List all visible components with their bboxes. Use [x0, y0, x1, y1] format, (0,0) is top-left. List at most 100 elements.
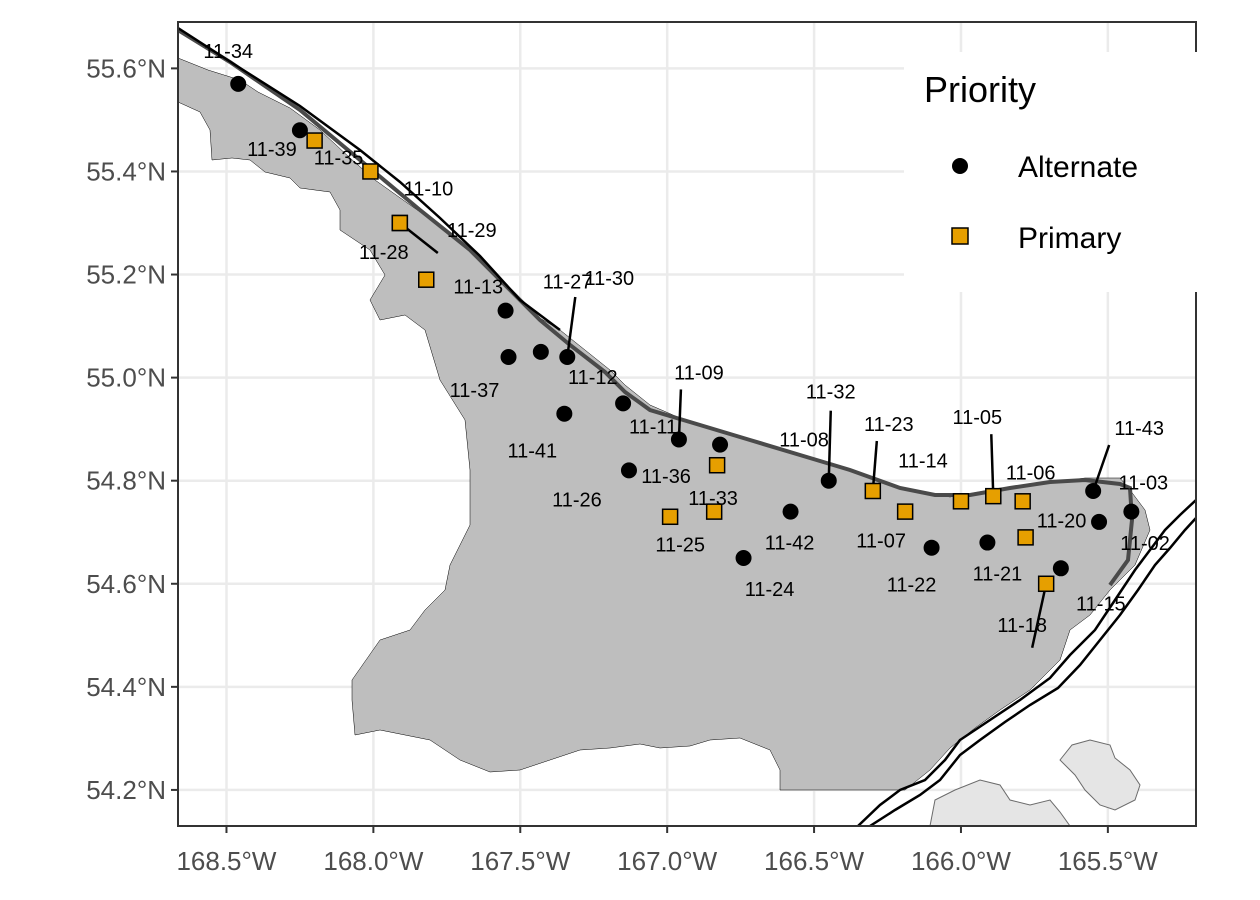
station-point-alternate — [556, 405, 573, 422]
station-point-alternate — [1085, 483, 1102, 499]
station-point-alternate — [1123, 503, 1140, 520]
station-point-primary — [1017, 529, 1034, 546]
station-label: 11-15 — [1076, 593, 1126, 615]
y-tick-label: 54.4°N — [86, 672, 166, 702]
station-label: 11-43 — [1114, 418, 1164, 440]
legend: Priority Alternate Primary — [904, 52, 1198, 292]
station-point-primary — [864, 482, 882, 500]
station-label: 11-26 — [552, 489, 602, 511]
x-tick-label: 165.5°W — [1058, 846, 1158, 876]
station-point-alternate — [712, 436, 729, 453]
station-point-primary — [362, 163, 379, 180]
x-tick-label: 166.0°W — [911, 846, 1011, 876]
leader-line — [827, 410, 833, 481]
panel-border — [177, 21, 1197, 827]
station-label: 11-02 — [1120, 533, 1170, 555]
station-label: 11-21 — [973, 564, 1023, 586]
station-point-primary — [708, 456, 726, 474]
station-point-alternate — [1091, 513, 1108, 530]
y-tick-label: 54.8°N — [86, 466, 166, 496]
station-label: 11-06 — [1006, 462, 1056, 484]
y-tick-label: 55.6°N — [86, 53, 166, 83]
leader-line — [566, 296, 577, 358]
station-point-alternate — [620, 462, 637, 479]
station-point-alternate — [782, 503, 799, 520]
legend-key-alternate — [952, 158, 968, 174]
station-point-primary — [985, 487, 1002, 505]
x-tick-label: 168.5°W — [176, 846, 276, 876]
station-label: 11-14 — [898, 450, 948, 472]
station-label: 11-11 — [629, 416, 677, 438]
station-point-primary — [661, 508, 679, 526]
y-tick-label: 55.4°N — [86, 156, 166, 186]
station-point-alternate — [230, 75, 247, 92]
y-tick-label: 54.2°N — [86, 775, 166, 805]
station-label: 11-12 — [568, 367, 618, 389]
coastline-2 — [869, 517, 1196, 826]
station-label: 11-23 — [864, 414, 914, 436]
station-label: 11-34 — [203, 41, 253, 63]
station-point-alternate — [923, 539, 940, 556]
x-tick-label: 167.5°W — [470, 846, 570, 876]
x-tick-label: 166.5°W — [764, 846, 864, 876]
station-label: 11-03 — [1119, 473, 1169, 495]
station-point-alternate — [670, 431, 687, 448]
station-point-alternate — [500, 349, 517, 365]
station-label: 11-09 — [674, 362, 724, 384]
island-1 — [929, 779, 1071, 826]
legend-key-primary — [951, 227, 969, 245]
station-point-primary — [705, 503, 723, 520]
outer-boundary-line — [178, 26, 561, 331]
station-label: 11-41 — [508, 441, 558, 463]
station-label: 11-27 — [543, 272, 593, 294]
island-2 — [1059, 739, 1141, 811]
y-tick-label: 55.0°N — [86, 363, 166, 393]
station-label: 11-07 — [856, 531, 906, 553]
station-label: 11-22 — [887, 575, 937, 597]
legend-label-alternate: Alternate — [1018, 151, 1138, 184]
station-point-primary — [1037, 575, 1055, 593]
station-label: 11-08 — [779, 430, 829, 452]
station-label: 11-05 — [952, 407, 1002, 429]
station-label: 11-35 — [314, 148, 364, 170]
station-label: 11-39 — [247, 139, 297, 161]
leader-line — [677, 389, 683, 440]
coastline-1 — [857, 499, 1196, 826]
station-label: 11-10 — [404, 178, 454, 200]
y-tick-label: 54.6°N — [86, 569, 166, 599]
legend-label-primary: Primary — [1018, 222, 1121, 255]
station-point-primary — [306, 132, 323, 149]
station-label: 11-20 — [1037, 510, 1087, 532]
x-tick-label: 167.0°W — [617, 846, 717, 876]
axes: 168.5°W 168.0°W 167.5°W 167.0°W 166.5°W 166.0… — [86, 53, 1158, 876]
station-label: 11-30 — [584, 268, 634, 290]
station-label: 11-13 — [453, 277, 503, 299]
station-point-primary — [1014, 493, 1031, 510]
station-points — [230, 75, 1140, 593]
station-point-alternate — [615, 395, 632, 412]
x-tick-label: 168.0°W — [323, 846, 423, 876]
station-point-primary — [952, 493, 970, 510]
leader-line — [1091, 444, 1111, 492]
station-point-primary — [391, 214, 409, 232]
y-tick-label: 55.2°N — [86, 260, 166, 290]
legend-title: Priority — [924, 69, 1036, 110]
leader-line — [1030, 583, 1048, 649]
station-point-alternate — [735, 550, 752, 566]
shelf-line — [178, 28, 1135, 587]
station-point-alternate — [497, 302, 514, 319]
station-point-alternate — [291, 122, 308, 139]
station-label: 11-24 — [745, 579, 795, 601]
station-label: 11-25 — [655, 535, 705, 557]
station-label: 11-28 — [359, 242, 409, 264]
station-label: 11-18 — [997, 615, 1047, 637]
station-labels: 11-34 11-39 11-35 11-10 11-29 11-28 11-13 11-27… — [203, 41, 1169, 637]
station-label: 11-29 — [447, 220, 497, 242]
legend-background — [904, 52, 1198, 292]
leader-line — [871, 440, 879, 492]
station-point-primary — [418, 271, 435, 288]
leader-line — [990, 434, 995, 497]
station-label: 11-32 — [806, 382, 856, 404]
